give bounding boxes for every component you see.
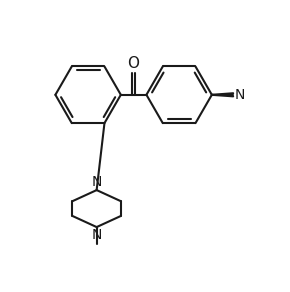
Text: N: N — [235, 88, 245, 102]
Text: N: N — [91, 175, 102, 189]
Text: O: O — [128, 56, 139, 71]
Text: N: N — [91, 228, 102, 242]
